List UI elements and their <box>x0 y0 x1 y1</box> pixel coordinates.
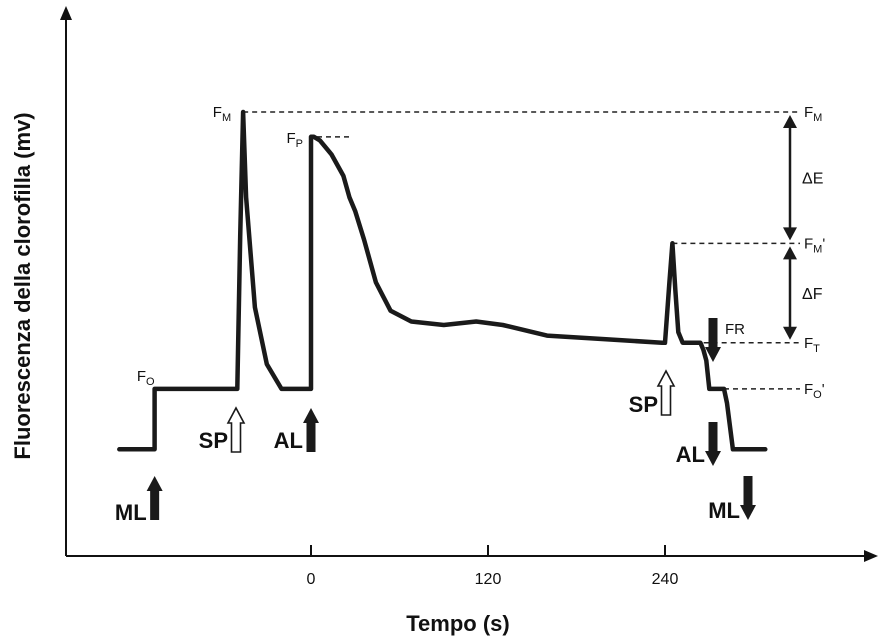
marker-arrow-0 <box>146 476 163 520</box>
marker-arrow-4-head <box>705 347 721 362</box>
delta-arrowhead-up-1 <box>783 246 797 260</box>
delta-brackets: ΔE ΔF <box>783 115 823 340</box>
marker-arrow-5 <box>705 422 721 466</box>
marker-label-5: AL <box>676 442 705 467</box>
x-ticks: 0 120 240 <box>307 545 679 588</box>
series-line-0 <box>117 109 768 452</box>
marker-arrow-2-shaft <box>306 422 316 452</box>
axes <box>60 6 878 562</box>
delta-label-0: ΔE <box>802 171 823 188</box>
curve-labels: FO FM FP <box>137 104 303 388</box>
ref-label-0: FM <box>804 104 822 124</box>
ref-label-1: FM' <box>804 235 825 255</box>
marker-arrow-5-head <box>705 451 721 466</box>
fluorescence-curve <box>117 109 768 452</box>
marker-arrow-2-head <box>303 408 319 423</box>
marker-arrow-1 <box>226 406 246 453</box>
delta-arrowhead-down-1 <box>783 326 797 340</box>
delta-label-1: ΔF <box>802 286 823 303</box>
marker-label-3: SP <box>629 392 658 417</box>
delta-arrowhead-up-0 <box>783 115 797 128</box>
marker-arrow-4-shaft <box>708 318 718 348</box>
ref-label-2: FT <box>804 335 820 355</box>
x-tick-label-2: 240 <box>652 571 679 588</box>
delta-arrowhead-down-0 <box>783 227 797 241</box>
marker-arrow-3 <box>656 369 676 416</box>
marker-label-1: SP <box>199 428 228 453</box>
marker-label-2: AL <box>274 428 303 453</box>
marker-label-0: ML <box>115 500 147 525</box>
marker-arrow-0-head <box>146 476 163 491</box>
marker-arrow-6-head <box>740 505 756 520</box>
x-tick-label-0: 0 <box>307 571 316 588</box>
marker-label-4: FR <box>725 321 745 338</box>
x-tick-label-1: 120 <box>475 571 502 588</box>
x-axis-label: Tempo (s) <box>406 611 509 636</box>
marker-arrow-0-shaft <box>150 490 160 520</box>
event-markers: ML SP AL SP FR AL ML <box>115 318 756 525</box>
marker-arrow-2 <box>303 408 319 452</box>
label-fm: FM <box>213 104 231 124</box>
marker-arrow-5-shaft <box>708 422 718 452</box>
x-axis-arrowhead <box>864 550 878 562</box>
marker-arrow-4 <box>705 318 721 362</box>
reference-levels: FM FM' FT FO' <box>243 104 825 401</box>
marker-arrow-6 <box>740 476 756 520</box>
label-fp: FP <box>286 130 303 150</box>
y-axis-label: Fluorescenza della clorofilla (mv) <box>10 112 35 459</box>
marker-arrow-6-shaft <box>743 476 753 506</box>
marker-label-6: ML <box>708 498 740 523</box>
label-fo: FO <box>137 368 155 388</box>
ref-label-3: FO' <box>804 381 825 401</box>
y-axis-arrowhead <box>60 6 72 20</box>
